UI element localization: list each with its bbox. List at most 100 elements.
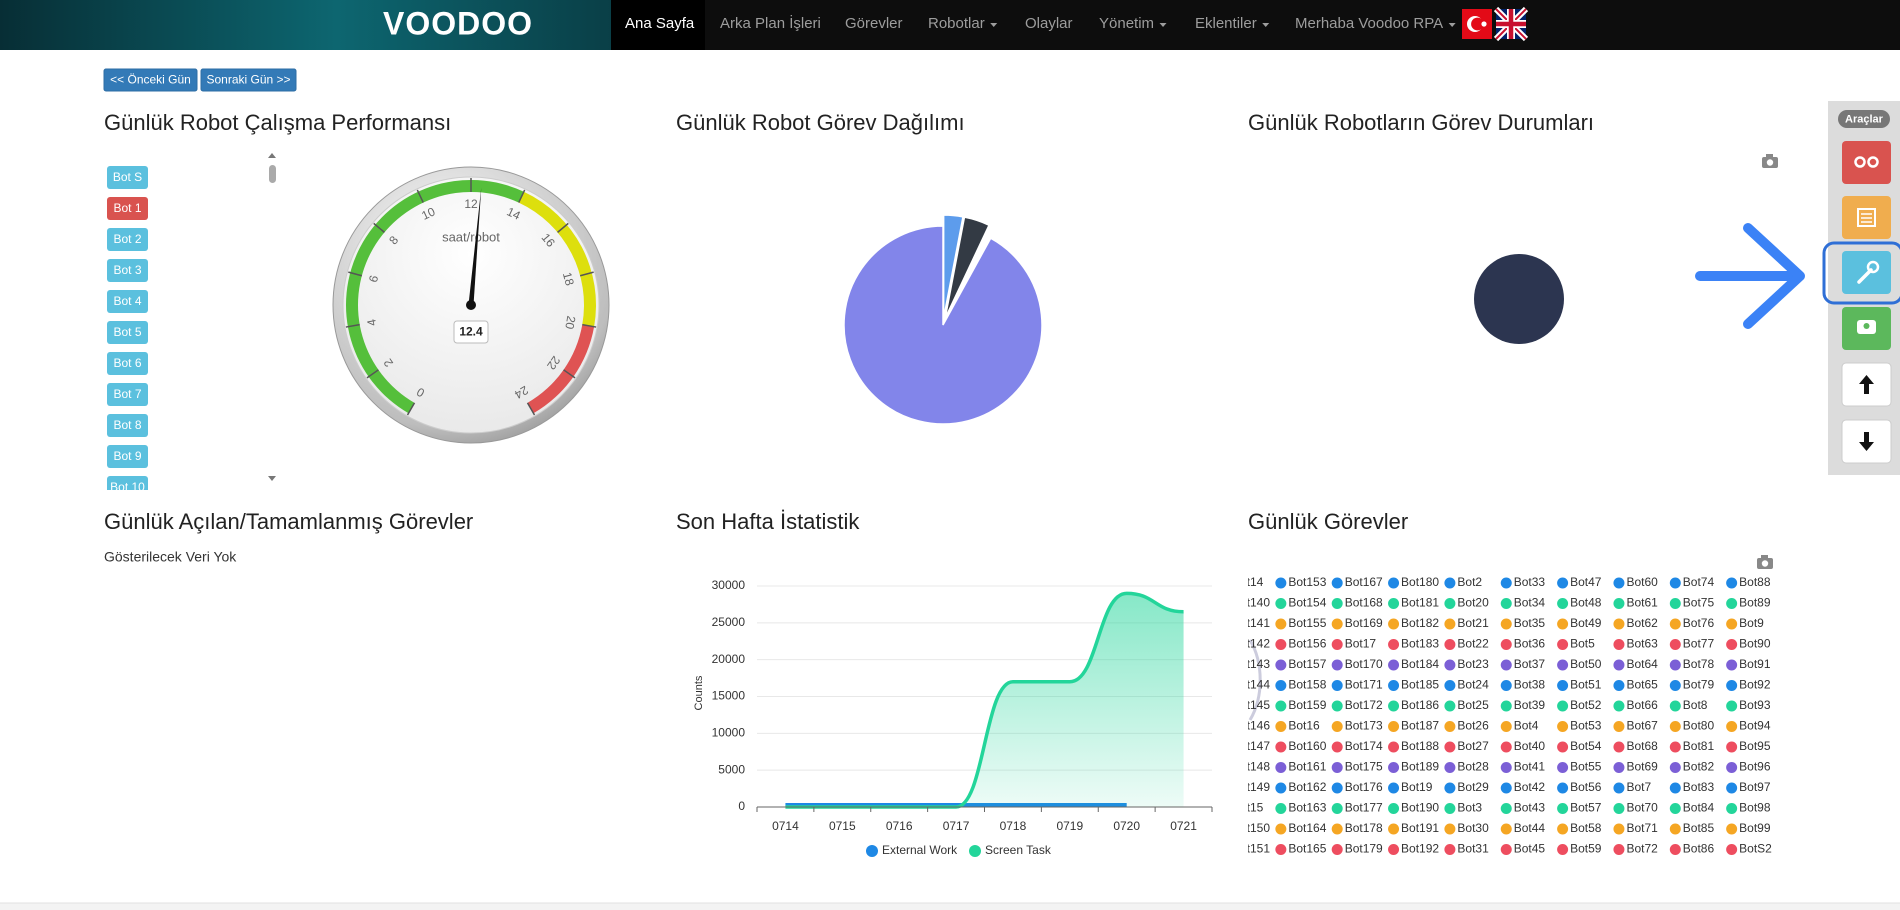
legend-marker[interactable] xyxy=(1557,782,1569,794)
legend-marker[interactable] xyxy=(1669,762,1681,773)
legend-marker[interactable] xyxy=(969,845,981,857)
legend-label[interactable]: Bot40 xyxy=(1514,739,1546,753)
tool-button-monitor[interactable] xyxy=(1842,307,1891,350)
legend-label[interactable]: Bot61 xyxy=(1626,596,1658,610)
legend-label[interactable]: Bot99 xyxy=(1739,821,1771,835)
legend-marker[interactable] xyxy=(1669,598,1681,609)
legend-marker[interactable] xyxy=(1613,762,1625,773)
tool-button-wrench[interactable] xyxy=(1842,251,1891,294)
legend-label[interactable]: Bot44 xyxy=(1514,821,1546,835)
legend-marker[interactable] xyxy=(1331,844,1343,855)
legend-marker[interactable] xyxy=(1557,659,1569,671)
legend-marker[interactable] xyxy=(1613,844,1625,855)
legend-label[interactable]: Bot52 xyxy=(1570,698,1602,712)
legend-label[interactable]: Bot169 xyxy=(1345,616,1383,630)
legend-label[interactable]: Bot85 xyxy=(1683,821,1715,835)
legend-marker[interactable] xyxy=(1669,721,1681,732)
legend-label[interactable]: Bot72 xyxy=(1626,842,1658,856)
legend-marker[interactable] xyxy=(1219,701,1230,712)
legend-label[interactable]: Screen Task xyxy=(985,843,1052,857)
legend-label[interactable]: Bot97 xyxy=(1739,780,1771,794)
camera-icon[interactable] xyxy=(1757,555,1773,569)
legend-label[interactable]: Bot35 xyxy=(1514,616,1546,630)
legend-label[interactable]: Bot94 xyxy=(1739,719,1771,733)
legend-marker[interactable] xyxy=(1219,578,1230,589)
legend-marker[interactable] xyxy=(1500,577,1512,589)
legend-label[interactable]: Bot90 xyxy=(1739,637,1771,651)
legend-marker[interactable] xyxy=(1726,700,1738,712)
legend-marker[interactable] xyxy=(1331,721,1343,732)
legend-marker[interactable] xyxy=(1275,762,1287,773)
legend-marker[interactable] xyxy=(1613,680,1625,691)
legend-marker[interactable] xyxy=(1444,618,1456,630)
legend-label[interactable]: Bot160 xyxy=(1288,739,1326,753)
legend-marker[interactable] xyxy=(1219,598,1230,609)
legend-label[interactable]: Bot181 xyxy=(1401,596,1439,610)
legend-label[interactable]: Bot64 xyxy=(1626,657,1658,671)
legend-marker[interactable] xyxy=(1500,721,1512,732)
legend-marker[interactable] xyxy=(1331,762,1343,773)
legend-marker[interactable] xyxy=(1557,762,1569,773)
legend-label[interactable]: Bot56 xyxy=(1570,780,1602,794)
legend-label[interactable]: Bot57 xyxy=(1570,801,1602,815)
legend-marker[interactable] xyxy=(1500,680,1512,691)
legend-label[interactable]: Bot16 xyxy=(1288,719,1320,733)
legend-marker[interactable] xyxy=(1275,577,1287,589)
legend-label[interactable]: Bot27 xyxy=(1457,739,1489,753)
legend-label[interactable]: Bot29 xyxy=(1457,780,1489,794)
legend-label[interactable]: Bot178 xyxy=(1345,821,1383,835)
legend-label[interactable]: Bot23 xyxy=(1457,657,1489,671)
legend-marker[interactable] xyxy=(1331,680,1343,691)
legend-marker[interactable] xyxy=(1275,844,1287,855)
legend-marker[interactable] xyxy=(1500,741,1512,753)
legend-marker[interactable] xyxy=(1388,844,1400,855)
legend-label[interactable]: Bot184 xyxy=(1401,657,1439,671)
legend-marker[interactable] xyxy=(1388,680,1400,691)
legend-marker[interactable] xyxy=(1444,803,1456,814)
legend-label[interactable]: Bot188 xyxy=(1401,739,1439,753)
nav-item[interactable]: Arka Plan İşleri xyxy=(720,14,821,32)
legend-marker[interactable] xyxy=(1500,639,1512,650)
legend-marker[interactable] xyxy=(1613,598,1625,609)
legend-label[interactable]: Bot156 xyxy=(1288,637,1326,651)
legend-label[interactable]: Bot74 xyxy=(1683,575,1715,589)
scroll-thumb[interactable] xyxy=(269,165,276,183)
legend-label[interactable]: Bot28 xyxy=(1457,760,1489,774)
legend-marker[interactable] xyxy=(1557,741,1569,753)
legend-label[interactable]: Bot91 xyxy=(1739,657,1771,671)
legend-label[interactable]: Bot79 xyxy=(1683,678,1715,692)
legend-marker[interactable] xyxy=(1388,762,1400,773)
legend-label[interactable]: Bot78 xyxy=(1683,657,1715,671)
legend-label[interactable]: Bot163 xyxy=(1288,801,1326,815)
legend-label[interactable]: Bot75 xyxy=(1683,596,1715,610)
legend-marker[interactable] xyxy=(1331,700,1343,712)
legend-marker[interactable] xyxy=(1613,721,1625,732)
nav-item[interactable]: Yönetim xyxy=(1099,15,1154,32)
legend-marker[interactable] xyxy=(1557,721,1569,732)
legend-label[interactable]: Bot14 xyxy=(1232,575,1264,589)
brand[interactable]: VOODOO xyxy=(383,5,533,41)
legend-label[interactable]: Bot59 xyxy=(1570,842,1602,856)
legend-label[interactable]: Bot21 xyxy=(1457,616,1489,630)
legend-marker[interactable] xyxy=(1388,741,1400,753)
legend-label[interactable]: Bot84 xyxy=(1683,801,1715,815)
legend-marker[interactable] xyxy=(1219,762,1230,773)
legend-label[interactable]: Bot71 xyxy=(1626,821,1658,835)
legend-marker[interactable] xyxy=(1219,680,1230,691)
legend-marker[interactable] xyxy=(1669,803,1681,814)
legend-label[interactable]: Bot80 xyxy=(1683,719,1715,733)
legend-label[interactable]: Bot4 xyxy=(1514,719,1539,733)
legend-marker[interactable] xyxy=(1275,639,1287,650)
legend-marker[interactable] xyxy=(1275,618,1287,630)
legend-label[interactable]: Bot83 xyxy=(1683,780,1715,794)
bot-button[interactable] xyxy=(107,166,148,189)
legend-label[interactable]: Bot191 xyxy=(1401,821,1439,835)
legend-label[interactable]: Bot140 xyxy=(1232,596,1270,610)
legend-marker[interactable] xyxy=(1331,639,1343,650)
legend-marker[interactable] xyxy=(1726,659,1738,671)
legend-marker[interactable] xyxy=(1388,598,1400,609)
legend-marker[interactable] xyxy=(1444,680,1456,691)
legend-label[interactable]: Bot20 xyxy=(1457,596,1489,610)
legend-marker[interactable] xyxy=(1388,823,1400,835)
legend-marker[interactable] xyxy=(1557,577,1569,589)
